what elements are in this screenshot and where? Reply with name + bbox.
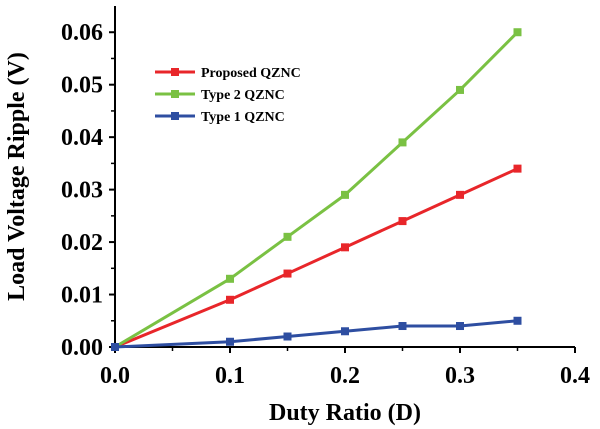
data-point-series-2 [226,337,234,346]
data-point-series-1 [226,274,234,283]
y-tick-label: 0.03 [61,178,103,204]
data-point-series-2 [456,322,464,331]
y-tick-label: 0.00 [61,335,103,361]
legend: Proposed QZNC Type 2 QZNC Type 1 QZNC [155,66,301,125]
data-point-series-0 [341,243,349,252]
x-tick-label: 0.1 [215,363,245,389]
x-tick-label: 0.0 [100,363,130,389]
legend-marker-0 [171,68,179,76]
data-point-series-0 [283,269,292,278]
data-point-series-2 [513,316,522,325]
data-point-series-1 [513,28,522,37]
data-point-series-1 [398,138,407,147]
data-point-series-0 [226,295,234,304]
x-tick-label: 0.2 [330,363,360,389]
x-tick-label: 0.4 [560,363,590,389]
x-tick-label: 0.3 [445,363,475,389]
y-tick-label: 0.05 [61,73,103,99]
legend-label-0: Proposed QZNC [201,66,301,81]
axes: 0.0 0.1 0.2 0.3 0.4 0.00 0.01 0.02 0.03 0.04 0.05 0… [4,6,590,426]
data-point-series-0 [456,190,464,199]
data-point-series-2 [341,327,349,336]
legend-marker-1 [171,90,179,98]
y-tick-label: 0.04 [61,125,103,151]
series-line-1 [114,31,519,349]
legend-marker-2 [171,112,179,120]
data-point-series-2 [283,332,292,341]
data-point-series-2 [398,322,407,331]
y-tick-label: 0.02 [61,230,103,256]
data-point-series-1 [456,85,464,94]
data-point-series-0 [398,217,407,226]
legend-label-2: Type 1 QZNC [201,110,285,125]
data-point-series-0 [513,164,522,173]
series-layer [111,28,522,351]
data-point-series-2 [111,343,119,351]
x-axis-title: Duty Ratio (D) [269,400,421,426]
y-tick-label: 0.06 [61,20,103,46]
data-point-series-1 [341,190,349,199]
y-axis-title: Load Voltage Ripple (V) [4,52,30,301]
legend-label-1: Type 2 QZNC [201,88,285,103]
data-point-series-1 [283,232,292,241]
y-tick-label: 0.01 [61,283,103,309]
